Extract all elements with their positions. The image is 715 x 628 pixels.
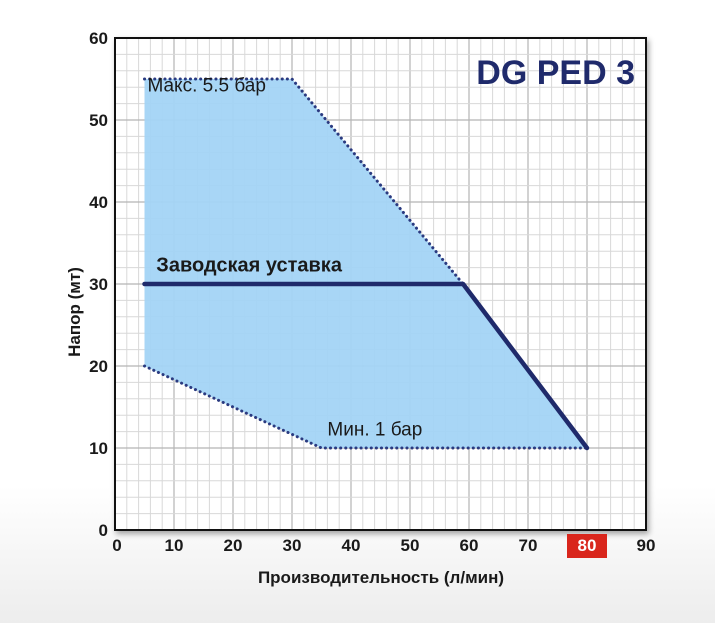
y-tick-label: 50 [89,111,108,130]
series-line-0 [143,77,465,286]
tick-labels: 0 10 20 30 40 50 60 70 80 90 0 10 20 30 40 50 60 [89,29,655,558]
y-tick-label: 10 [89,439,108,458]
annotation-label: Заводская уставка [156,255,343,277]
operating-region [144,79,587,448]
plot-border [114,37,647,531]
y-tick-label: 30 [89,275,108,294]
x-tick-label: 40 [342,536,361,555]
x-tick-label: 10 [165,536,184,555]
annotation-label: Мин. 1 бар [327,420,422,441]
chart-title: DG PED 3 [476,54,635,92]
x-tick-label: 70 [519,536,538,555]
y-axis-title: Напор (мт) [65,267,84,357]
x-tick-highlight [567,534,607,558]
x-tick-label: 90 [637,536,656,555]
annotation-label: Макс. 5.5 бар [147,75,265,96]
x-tick-label: 0 [112,536,121,555]
x-tick-label: 20 [224,536,243,555]
x-tick-label: 30 [283,536,302,555]
y-tick-label: 60 [89,29,108,48]
data-layer: Макс. 5.5 бар Заводская уставка Мин. 1 бар [142,75,590,451]
x-tick-label: 50 [401,536,420,555]
series-line-1 [143,364,589,450]
x-tick-label: 60 [460,536,479,555]
y-tick-label: 0 [99,521,108,540]
x-tick-label: 80 [578,536,597,555]
y-tick-label: 20 [89,357,108,376]
series-line-2 [142,281,590,451]
y-tick-label: 40 [89,193,108,212]
x-axis-title: Производительность (л/мин) [258,568,504,587]
